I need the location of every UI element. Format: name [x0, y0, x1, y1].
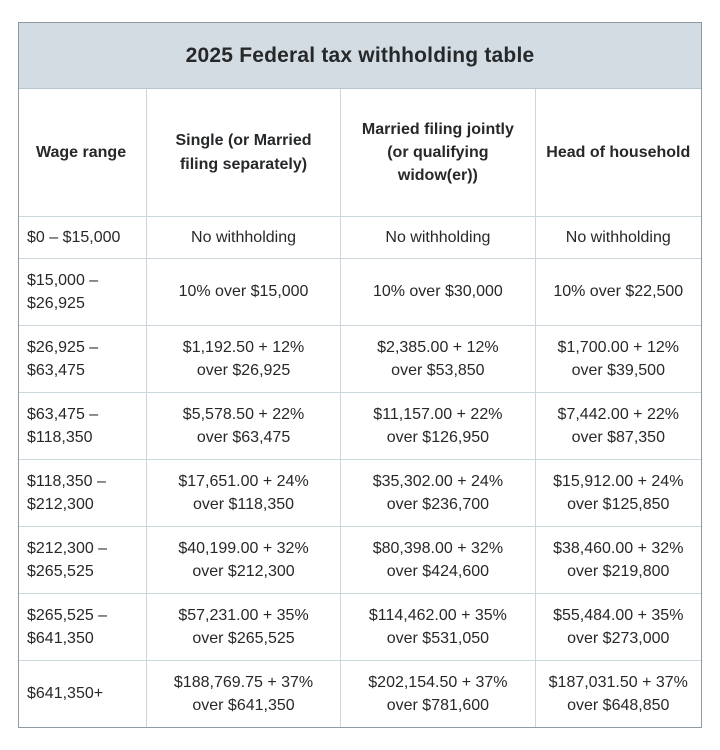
single-cell: $5,578.50 + 22% over $63,475 — [145, 392, 341, 459]
header-wage-range: Wage range — [36, 143, 127, 161]
table-title: 2025 Federal tax withholding table — [19, 23, 701, 89]
wage-range-cell: $118,350 – $212,300 — [19, 459, 146, 526]
wage-range-cell: $212,300 – $265,525 — [19, 526, 146, 593]
married-jointly-cell: $202,154.50 + 37% over $781,600 — [340, 660, 535, 727]
head-of-household-cell: $55,484.00 + 35% over $273,000 — [534, 593, 701, 660]
single-cell: $1,192.50 + 12% over $26,925 — [145, 325, 341, 392]
head-of-household-cell: $15,912.00 + 24% over $125,850 — [534, 459, 701, 526]
head-of-household-cell: 10% over $22,500 — [534, 258, 701, 325]
header-single: Single (or Married filing separately) — [145, 89, 340, 216]
single-cell: $40,199.00 + 32% over $212,300 — [145, 526, 341, 593]
table-row: $15,000 – $26,925 10% over $15,000 10% o… — [19, 258, 701, 325]
header-married-jointly: Married filing jointly (or qualifying wi… — [340, 89, 534, 216]
single-cell: $188,769.75 + 37% over $641,350 — [145, 660, 341, 727]
head-of-household-cell: $1,700.00 + 12% over $39,500 — [534, 325, 701, 392]
table-row: $265,525 – $641,350 $57,231.00 + 35% ove… — [19, 593, 701, 660]
single-cell: $17,651.00 + 24% over $118,350 — [145, 459, 341, 526]
header-head-of-household: Head of household — [534, 89, 701, 216]
table-row: $0 – $15,000 No withholding No withholdi… — [19, 216, 701, 258]
table-row: $212,300 – $265,525 $40,199.00 + 32% ove… — [19, 526, 701, 593]
head-of-household-cell: $7,442.00 + 22% over $87,350 — [534, 392, 701, 459]
table-row: $641,350+ $188,769.75 + 37% over $641,35… — [19, 660, 701, 727]
single-cell: 10% over $15,000 — [145, 258, 341, 325]
married-jointly-cell: $80,398.00 + 32% over $424,600 — [340, 526, 535, 593]
wage-range-cell: $15,000 – $26,925 — [19, 258, 146, 325]
tax-withholding-table: 2025 Federal tax withholding table Wage … — [18, 22, 702, 728]
head-of-household-cell: No withholding — [534, 216, 701, 258]
head-of-household-cell: $38,460.00 + 32% over $219,800 — [534, 526, 701, 593]
table-row: $118,350 – $212,300 $17,651.00 + 24% ove… — [19, 459, 701, 526]
married-jointly-cell: 10% over $30,000 — [340, 258, 535, 325]
wage-range-cell: $641,350+ — [19, 660, 146, 727]
married-jointly-cell: No withholding — [340, 216, 535, 258]
married-jointly-cell: $35,302.00 + 24% over $236,700 — [340, 459, 535, 526]
wage-range-cell: $63,475 – $118,350 — [19, 392, 146, 459]
head-of-household-cell: $187,031.50 + 37% over $648,850 — [534, 660, 701, 727]
table-body: $0 – $15,000 No withholding No withholdi… — [19, 216, 701, 727]
wage-range-cell: $0 – $15,000 — [19, 216, 146, 258]
married-jointly-cell: $114,462.00 + 35% over $531,050 — [340, 593, 535, 660]
wage-range-cell: $26,925 – $63,475 — [19, 325, 146, 392]
married-jointly-cell: $11,157.00 + 22% over $126,950 — [340, 392, 535, 459]
table-row: $26,925 – $63,475 $1,192.50 + 12% over $… — [19, 325, 701, 392]
single-cell: No withholding — [145, 216, 341, 258]
married-jointly-cell: $2,385.00 + 12% over $53,850 — [340, 325, 535, 392]
header-row: Wage range Single (or Married filing sep… — [19, 89, 701, 216]
wage-range-cell: $265,525 – $641,350 — [19, 593, 146, 660]
single-cell: $57,231.00 + 35% over $265,525 — [145, 593, 341, 660]
table-row: $63,475 – $118,350 $5,578.50 + 22% over … — [19, 392, 701, 459]
